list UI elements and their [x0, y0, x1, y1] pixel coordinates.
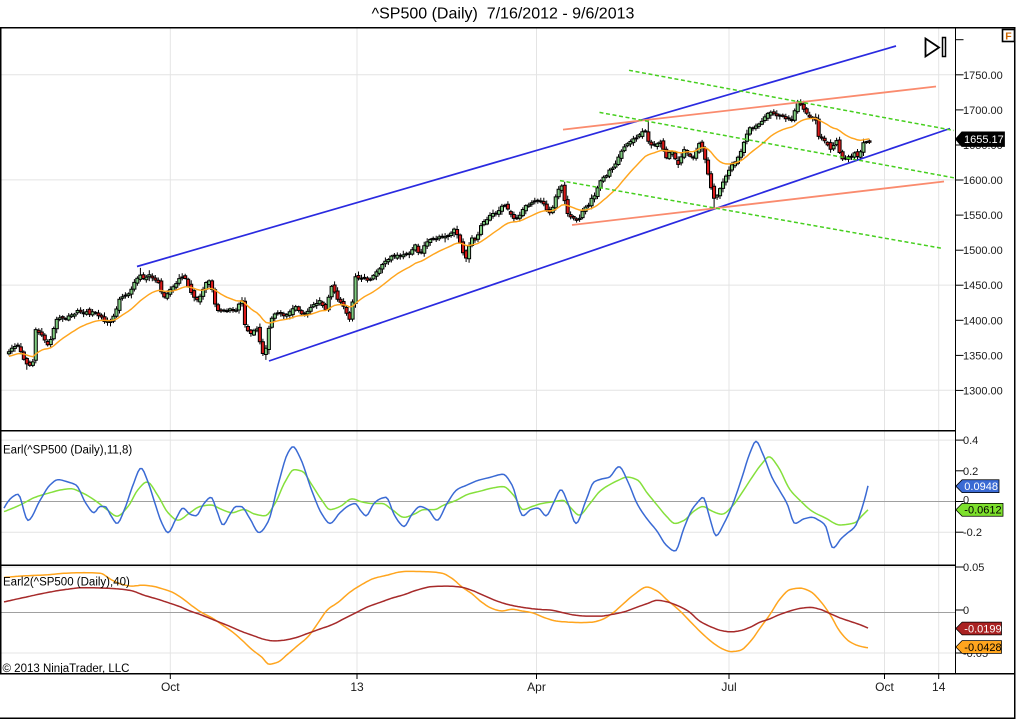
svg-text:1350.00: 1350.00: [963, 350, 1003, 362]
svg-text:1450.00: 1450.00: [963, 280, 1003, 292]
svg-text:-0.2: -0.2: [963, 527, 982, 539]
svg-text:-0.0612: -0.0612: [964, 505, 1001, 517]
svg-text:0.05: 0.05: [963, 562, 984, 574]
svg-text:Earl(^SP500 (Daily),11,8): Earl(^SP500 (Daily),11,8): [3, 444, 132, 456]
svg-text:1550.00: 1550.00: [963, 210, 1003, 222]
svg-text:0: 0: [963, 494, 969, 506]
svg-text:-0.0428: -0.0428: [964, 642, 1001, 654]
svg-text:1750.00: 1750.00: [963, 70, 1003, 82]
svg-text:1700.00: 1700.00: [963, 105, 1003, 117]
svg-text:0: 0: [963, 605, 969, 617]
svg-text:Jul: Jul: [721, 680, 736, 694]
svg-text:1500.00: 1500.00: [963, 245, 1003, 257]
svg-text:© 2013 NinjaTrader, LLC: © 2013 NinjaTrader, LLC: [3, 663, 130, 675]
svg-text:Earl2(^SP500 (Daily),40): Earl2(^SP500 (Daily),40): [3, 577, 130, 589]
svg-text:1300.00: 1300.00: [963, 385, 1003, 397]
svg-text:13: 13: [350, 680, 364, 694]
svg-text:^SP500 (Daily) 7/16/2012 - 9/: ^SP500 (Daily) 7/16/2012 - 9/6/2013: [372, 6, 635, 23]
svg-text:F: F: [1005, 31, 1012, 43]
svg-text:Apr: Apr: [527, 680, 546, 694]
svg-text:14: 14: [932, 680, 946, 694]
svg-text:-0.0199: -0.0199: [964, 623, 1001, 635]
svg-text:0.4: 0.4: [963, 435, 978, 447]
svg-text:0.0948: 0.0948: [964, 481, 998, 493]
svg-text:0.2: 0.2: [963, 466, 978, 478]
svg-text:Oct: Oct: [161, 680, 180, 694]
svg-text:Oct: Oct: [875, 680, 894, 694]
svg-text:1600.00: 1600.00: [963, 175, 1003, 187]
svg-text:1400.00: 1400.00: [963, 315, 1003, 327]
svg-text:1655.17: 1655.17: [964, 134, 1004, 146]
